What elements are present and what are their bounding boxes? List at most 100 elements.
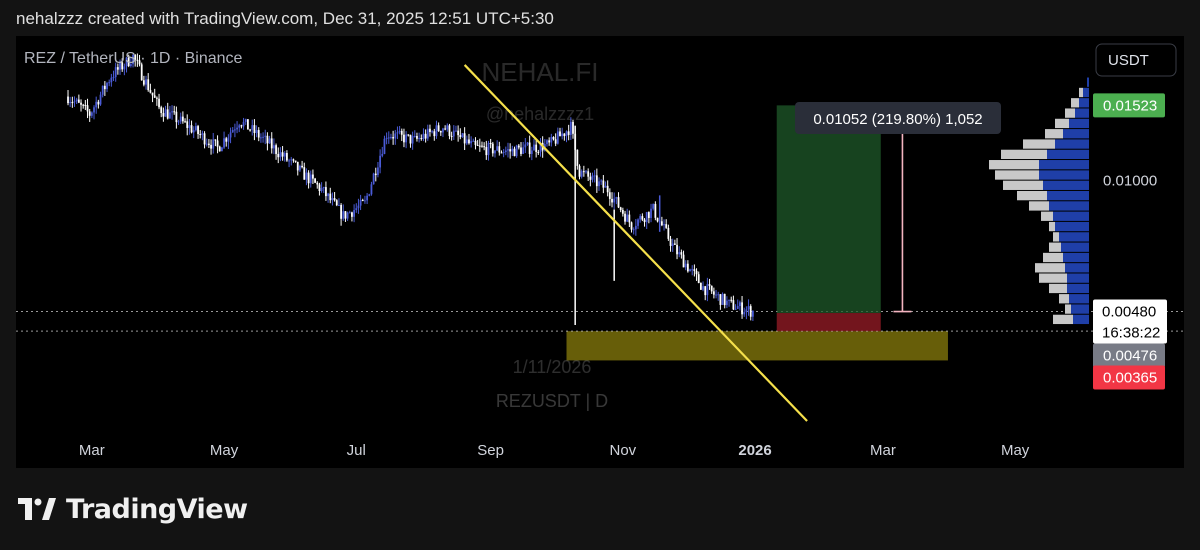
- candle-body[interactable]: [110, 77, 113, 83]
- candle-body[interactable]: [691, 269, 694, 271]
- candle-body[interactable]: [747, 306, 750, 310]
- candle-body[interactable]: [88, 111, 91, 116]
- candle-body[interactable]: [296, 161, 299, 171]
- candle-body[interactable]: [487, 143, 490, 156]
- candle-body[interactable]: [539, 142, 542, 153]
- candle-body[interactable]: [444, 128, 447, 130]
- candle-body[interactable]: [426, 128, 429, 139]
- candle-body[interactable]: [121, 62, 124, 70]
- candle-body[interactable]: [136, 59, 139, 61]
- candle-body[interactable]: [264, 135, 267, 137]
- candle-body[interactable]: [184, 121, 186, 123]
- candle-body[interactable]: [500, 152, 503, 154]
- candle-body[interactable]: [749, 306, 752, 317]
- candle-body[interactable]: [273, 145, 275, 149]
- candle-body[interactable]: [496, 146, 499, 151]
- candle-body[interactable]: [431, 131, 434, 133]
- candle-body[interactable]: [457, 130, 460, 136]
- candle-body[interactable]: [504, 150, 507, 153]
- candle-body[interactable]: [639, 216, 642, 220]
- candle-body[interactable]: [290, 159, 293, 161]
- candle-body[interactable]: [322, 187, 325, 189]
- candle-body[interactable]: [303, 167, 306, 180]
- candle-body[interactable]: [481, 145, 483, 147]
- candle-body[interactable]: [364, 200, 366, 202]
- candle-body[interactable]: [301, 165, 303, 168]
- candle-body[interactable]: [483, 146, 486, 148]
- candle-body[interactable]: [190, 125, 193, 133]
- candle-body[interactable]: [112, 77, 115, 79]
- candle-body[interactable]: [621, 209, 624, 214]
- candle-body[interactable]: [678, 252, 681, 255]
- position-stop-zone[interactable]: [776, 313, 881, 332]
- candle-body[interactable]: [494, 150, 496, 154]
- candle-body[interactable]: [305, 172, 308, 180]
- candle-body[interactable]: [591, 175, 594, 180]
- candle-body[interactable]: [702, 286, 704, 290]
- candle-body[interactable]: [498, 146, 501, 153]
- candle-body[interactable]: [676, 244, 678, 255]
- candle-body[interactable]: [67, 96, 69, 104]
- candle-body[interactable]: [234, 129, 236, 131]
- candle-body[interactable]: [164, 109, 167, 117]
- price-label-current-box[interactable]: [1093, 299, 1167, 344]
- candle-body[interactable]: [331, 198, 334, 201]
- candle-body[interactable]: [203, 133, 206, 145]
- candle-body[interactable]: [125, 57, 128, 67]
- candle-body[interactable]: [177, 121, 180, 123]
- candle-body[interactable]: [604, 185, 607, 188]
- candle-body[interactable]: [223, 138, 225, 148]
- candle-body[interactable]: [260, 137, 262, 139]
- candle-body[interactable]: [160, 107, 163, 114]
- candle-body[interactable]: [602, 180, 605, 188]
- candle-body[interactable]: [400, 130, 403, 135]
- candle-body[interactable]: [101, 85, 104, 95]
- candle-body[interactable]: [227, 137, 230, 142]
- candle-body[interactable]: [361, 199, 364, 201]
- candle-body[interactable]: [738, 302, 741, 307]
- candle-body[interactable]: [374, 173, 377, 175]
- candle-body[interactable]: [578, 165, 581, 177]
- candle-body[interactable]: [147, 79, 150, 91]
- candle-body[interactable]: [132, 55, 134, 65]
- candle-body[interactable]: [461, 133, 464, 138]
- candle-body[interactable]: [680, 252, 683, 255]
- tradingview-logo[interactable]: TradingView: [18, 494, 248, 525]
- candle-body[interactable]: [686, 263, 689, 272]
- candle-body[interactable]: [682, 254, 685, 268]
- candle-body[interactable]: [84, 104, 87, 106]
- support-zone[interactable]: [566, 331, 948, 361]
- candle-body[interactable]: [134, 55, 137, 60]
- candle-body[interactable]: [606, 185, 609, 193]
- candle-body[interactable]: [706, 284, 709, 296]
- candle-body[interactable]: [663, 224, 665, 226]
- candle-body[interactable]: [309, 174, 312, 184]
- price-label-stop-box[interactable]: [1093, 365, 1165, 390]
- candle-body[interactable]: [275, 145, 277, 154]
- candle-body[interactable]: [587, 171, 590, 177]
- candle-body[interactable]: [576, 149, 579, 166]
- candle-body[interactable]: [437, 125, 440, 131]
- candle-body[interactable]: [253, 125, 256, 134]
- candle-body[interactable]: [569, 121, 572, 135]
- candle-body[interactable]: [212, 139, 215, 149]
- candle-body[interactable]: [205, 143, 208, 145]
- candle-body[interactable]: [129, 64, 132, 66]
- candle-body[interactable]: [411, 136, 414, 144]
- candle-body[interactable]: [712, 291, 715, 295]
- candle-body[interactable]: [82, 104, 85, 106]
- candle-body[interactable]: [524, 144, 527, 148]
- candle-body[interactable]: [422, 133, 425, 139]
- candle-body[interactable]: [257, 130, 260, 138]
- candle-body[interactable]: [201, 133, 204, 135]
- candle-body[interactable]: [446, 125, 449, 130]
- candle-body[interactable]: [619, 207, 622, 210]
- candle-body[interactable]: [366, 195, 369, 201]
- candle-body[interactable]: [171, 111, 173, 113]
- candle-body[interactable]: [630, 222, 633, 230]
- candle-body[interactable]: [704, 286, 707, 296]
- candle-body[interactable]: [429, 128, 431, 132]
- candle-body[interactable]: [424, 133, 427, 139]
- candle-body[interactable]: [710, 285, 713, 292]
- candle-body[interactable]: [268, 138, 271, 144]
